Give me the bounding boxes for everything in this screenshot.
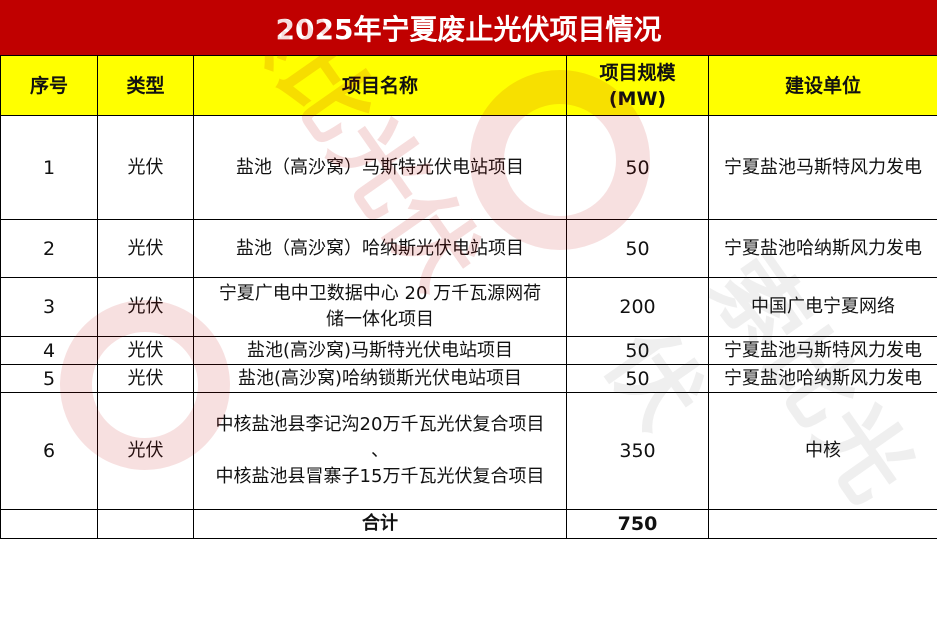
- header-scale-line1: 项目规模: [567, 60, 708, 86]
- table-row: 2 光伏 盐池（高沙窝）哈纳斯光伏电站项目 50 宁夏盐池哈纳斯风力发电: [1, 220, 937, 278]
- cell-index: 1: [1, 116, 98, 220]
- cell-type: 光伏: [98, 116, 194, 220]
- table-row: 3 光伏 宁夏广电中卫数据中心 20 万千瓦源网荷储一体化项目 200 中国广电…: [1, 278, 937, 337]
- cell-name-line1: 中核盐池县李记沟20万千瓦光伏复合项目: [194, 412, 566, 438]
- projects-table: 序号 类型 项目名称 项目规模(MW) 建设单位 1 光伏 盐池（高沙窝）马斯特…: [0, 55, 937, 539]
- header-type: 类型: [98, 56, 194, 116]
- header-row: 序号 类型 项目名称 项目规模(MW) 建设单位: [1, 56, 937, 116]
- table-row: 4 光伏 盐池(高沙窝)马斯特光伏电站项目 50 宁夏盐池马斯特风力发电: [1, 337, 937, 365]
- cell-scale: 50: [567, 337, 709, 365]
- cell-company: 中国广电宁夏网络: [709, 278, 937, 337]
- cell-company: 宁夏盐池马斯特风力发电: [709, 337, 937, 365]
- cell-name: 盐池(高沙窝)哈纳锁斯光伏电站项目: [194, 365, 567, 393]
- cell-name-separator: 、: [194, 438, 566, 464]
- table-row: 1 光伏 盐池（高沙窝）马斯特光伏电站项目 50 宁夏盐池马斯特风力发电: [1, 116, 937, 220]
- cell-empty: [1, 510, 98, 539]
- cell-company: 宁夏盐池哈纳斯风力发电: [709, 220, 937, 278]
- table-row: 5 光伏 盐池(高沙窝)哈纳锁斯光伏电站项目 50 宁夏盐池哈纳斯风力发电: [1, 365, 937, 393]
- cell-index: 3: [1, 278, 98, 337]
- cell-index: 6: [1, 393, 98, 510]
- cell-name-line2: 储一体化项目: [194, 307, 566, 333]
- cell-company: 宁夏盐池马斯特风力发电: [709, 116, 937, 220]
- cell-empty: [709, 510, 937, 539]
- cell-name: 盐池（高沙窝）马斯特光伏电站项目: [194, 116, 567, 220]
- header-name: 项目名称: [194, 56, 567, 116]
- cell-empty: [98, 510, 194, 539]
- total-label: 合计: [194, 510, 567, 539]
- header-index: 序号: [1, 56, 98, 116]
- cell-scale: 50: [567, 365, 709, 393]
- cell-index: 5: [1, 365, 98, 393]
- header-scale-unit: (MW): [567, 86, 708, 112]
- total-value: 750: [567, 510, 709, 539]
- total-row: 合计 750: [1, 510, 937, 539]
- cell-name: 盐池（高沙窝）哈纳斯光伏电站项目: [194, 220, 567, 278]
- cell-name: 盐池(高沙窝)马斯特光伏电站项目: [194, 337, 567, 365]
- cell-type: 光伏: [98, 220, 194, 278]
- cell-scale: 50: [567, 220, 709, 278]
- header-scale: 项目规模(MW): [567, 56, 709, 116]
- cell-type: 光伏: [98, 365, 194, 393]
- cell-type: 光伏: [98, 393, 194, 510]
- cell-company: 中核: [709, 393, 937, 510]
- cell-name: 中核盐池县李记沟20万千瓦光伏复合项目、中核盐池县冒寨子15万千瓦光伏复合项目: [194, 393, 567, 510]
- cell-index: 2: [1, 220, 98, 278]
- cell-scale: 50: [567, 116, 709, 220]
- cell-name-line1: 宁夏广电中卫数据中心 20 万千瓦源网荷: [194, 281, 566, 307]
- cell-scale: 350: [567, 393, 709, 510]
- cell-name-line2: 中核盐池县冒寨子15万千瓦光伏复合项目: [194, 464, 566, 490]
- cell-index: 4: [1, 337, 98, 365]
- cell-name: 宁夏广电中卫数据中心 20 万千瓦源网荷储一体化项目: [194, 278, 567, 337]
- cell-company: 宁夏盐池哈纳斯风力发电: [709, 365, 937, 393]
- page-title: 2025年宁夏废止光伏项目情况: [0, 0, 937, 55]
- header-company: 建设单位: [709, 56, 937, 116]
- cell-type: 光伏: [98, 278, 194, 337]
- table-row: 6 光伏 中核盐池县李记沟20万千瓦光伏复合项目、中核盐池县冒寨子15万千瓦光伏…: [1, 393, 937, 510]
- cell-type: 光伏: [98, 337, 194, 365]
- cell-scale: 200: [567, 278, 709, 337]
